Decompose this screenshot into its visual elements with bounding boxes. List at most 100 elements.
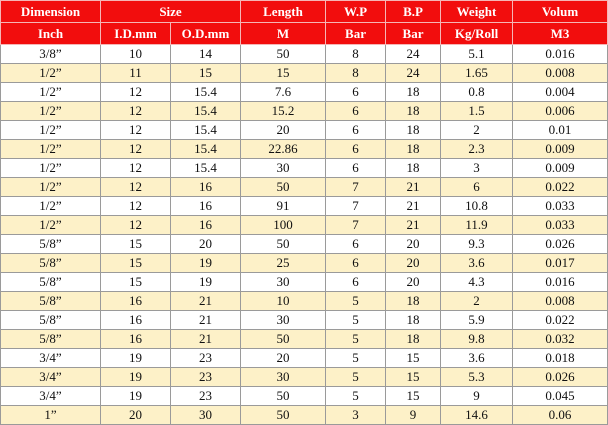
cell: 11.9 bbox=[440, 215, 514, 235]
cell: 14 bbox=[169, 44, 242, 64]
cell: 5.3 bbox=[440, 367, 514, 387]
cell: 11 bbox=[100, 63, 171, 83]
cell: 21 bbox=[385, 215, 442, 235]
cell: 19 bbox=[100, 367, 171, 387]
cell: 0.06 bbox=[512, 405, 608, 425]
header-cell: Kg/Roll bbox=[440, 22, 514, 45]
cell: 0.009 bbox=[512, 158, 608, 178]
cell: 10 bbox=[240, 291, 327, 311]
cell: 19 bbox=[169, 253, 242, 273]
cell: 0.008 bbox=[512, 63, 608, 83]
cell: 15 bbox=[240, 63, 327, 83]
data-row: 5/8” 16 21 50 5 18 9.8 0.032 bbox=[0, 329, 608, 349]
cell: 21 bbox=[169, 310, 242, 330]
cell: 50 bbox=[240, 405, 327, 425]
cell: 12 bbox=[100, 139, 171, 159]
cell: 12 bbox=[100, 196, 171, 216]
cell: 5 bbox=[325, 310, 387, 330]
cell: 2 bbox=[440, 291, 514, 311]
cell: 24 bbox=[385, 44, 442, 64]
cell: 15.4 bbox=[169, 139, 242, 159]
cell: 15.4 bbox=[169, 158, 242, 178]
cell: 50 bbox=[240, 234, 327, 254]
cell: 12 bbox=[100, 120, 171, 140]
cell: 1/2” bbox=[0, 215, 101, 235]
cell: 20 bbox=[385, 234, 442, 254]
cell: 3.6 bbox=[440, 348, 514, 368]
cell: 16 bbox=[100, 291, 171, 311]
cell: 23 bbox=[169, 367, 242, 387]
cell: 5/8” bbox=[0, 234, 101, 254]
cell: 16 bbox=[100, 310, 171, 330]
cell: 7 bbox=[325, 177, 387, 197]
header-cell: Bar bbox=[385, 22, 442, 45]
cell: 7.6 bbox=[240, 82, 327, 102]
data-row: 5/8” 16 21 30 5 18 5.9 0.022 bbox=[0, 310, 608, 330]
cell: 50 bbox=[240, 329, 327, 349]
cell: 18 bbox=[385, 310, 442, 330]
cell: 12 bbox=[100, 82, 171, 102]
header-cell: B.P bbox=[385, 0, 442, 23]
cell: 5/8” bbox=[0, 253, 101, 273]
cell: 0.022 bbox=[512, 310, 608, 330]
cell: 3.6 bbox=[440, 253, 514, 273]
cell: 0.8 bbox=[440, 82, 514, 102]
cell: 1” bbox=[0, 405, 101, 425]
cell: 0.033 bbox=[512, 196, 608, 216]
header-cell: Length bbox=[240, 0, 327, 23]
cell: 1/2” bbox=[0, 158, 101, 178]
cell: 5/8” bbox=[0, 272, 101, 292]
cell: 0.009 bbox=[512, 139, 608, 159]
cell: 6 bbox=[440, 177, 514, 197]
data-row: 5/8” 16 21 10 5 18 2 0.008 bbox=[0, 291, 608, 311]
cell: 30 bbox=[240, 158, 327, 178]
cell: 50 bbox=[240, 386, 327, 406]
cell: 16 bbox=[169, 196, 242, 216]
cell: 0.045 bbox=[512, 386, 608, 406]
cell: 3/4” bbox=[0, 348, 101, 368]
cell: 18 bbox=[385, 82, 442, 102]
cell: 15 bbox=[100, 272, 171, 292]
header-cell: Volum bbox=[512, 0, 608, 23]
cell: 6 bbox=[325, 234, 387, 254]
cell: 18 bbox=[385, 139, 442, 159]
cell: 30 bbox=[240, 310, 327, 330]
cell: 1.65 bbox=[440, 63, 514, 83]
cell: 15.4 bbox=[169, 82, 242, 102]
cell: 0.018 bbox=[512, 348, 608, 368]
cell: 30 bbox=[240, 367, 327, 387]
cell: 0.016 bbox=[512, 272, 608, 292]
cell: 3/4” bbox=[0, 386, 101, 406]
cell: 21 bbox=[169, 291, 242, 311]
data-row: 1/2” 12 15.4 22.86 6 18 2.3 0.009 bbox=[0, 139, 608, 159]
data-row: 3/8” 10 14 50 8 24 5.1 0.016 bbox=[0, 44, 608, 64]
cell: 0.017 bbox=[512, 253, 608, 273]
header-row: Dimension Size Length W.P B.P Weight Volum bbox=[0, 0, 608, 23]
cell: 8 bbox=[325, 44, 387, 64]
cell: 6 bbox=[325, 139, 387, 159]
cell: 6 bbox=[325, 272, 387, 292]
cell: 21 bbox=[169, 329, 242, 349]
cell: 6 bbox=[325, 158, 387, 178]
cell: 0.026 bbox=[512, 367, 608, 387]
cell: 18 bbox=[385, 101, 442, 121]
cell: 3/8” bbox=[0, 44, 101, 64]
data-row: 3/4” 19 23 50 5 15 9 0.045 bbox=[0, 386, 608, 406]
cell: 10 bbox=[100, 44, 171, 64]
cell: 4.3 bbox=[440, 272, 514, 292]
cell: 21 bbox=[385, 177, 442, 197]
header-cell: M3 bbox=[512, 22, 608, 45]
cell: 16 bbox=[169, 177, 242, 197]
cell: 6 bbox=[325, 101, 387, 121]
cell: 9.3 bbox=[440, 234, 514, 254]
cell: 14.6 bbox=[440, 405, 514, 425]
cell: 23 bbox=[169, 348, 242, 368]
cell: 30 bbox=[240, 272, 327, 292]
cell: 20 bbox=[385, 253, 442, 273]
cell: 15 bbox=[100, 234, 171, 254]
cell: 1.5 bbox=[440, 101, 514, 121]
data-row: 5/8” 15 20 50 6 20 9.3 0.026 bbox=[0, 234, 608, 254]
cell: 22.86 bbox=[240, 139, 327, 159]
